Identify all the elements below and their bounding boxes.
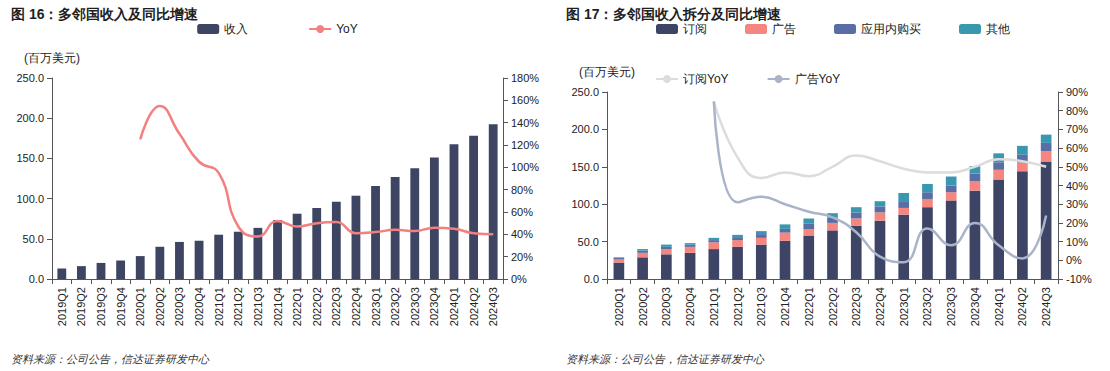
svg-text:100.0: 100.0 (571, 198, 599, 210)
svg-text:2023Q2: 2023Q2 (921, 287, 933, 326)
svg-text:2021Q2: 2021Q2 (232, 287, 244, 326)
svg-text:广告YoY: 广告YoY (795, 72, 841, 86)
svg-text:2022Q2: 2022Q2 (827, 287, 839, 326)
svg-text:70%: 70% (1066, 123, 1088, 135)
svg-text:应用内购买: 应用内购买 (861, 22, 921, 36)
svg-text:2023Q1: 2023Q1 (370, 287, 382, 326)
svg-text:2020Q3: 2020Q3 (660, 287, 672, 326)
svg-text:30%: 30% (1066, 198, 1088, 210)
svg-text:40%: 40% (1066, 180, 1088, 192)
svg-text:2020Q2: 2020Q2 (637, 287, 649, 326)
svg-text:0%: 0% (511, 273, 527, 285)
svg-text:2020Q3: 2020Q3 (173, 287, 185, 326)
svg-text:20%: 20% (511, 251, 533, 263)
svg-text:(百万美元): (百万美元) (579, 65, 635, 79)
svg-text:2019Q2: 2019Q2 (75, 287, 87, 326)
svg-text:2021Q3: 2021Q3 (252, 287, 264, 326)
svg-text:资料来源：公司公告，信达证券研发中心: 资料来源：公司公告，信达证券研发中心 (11, 353, 210, 365)
svg-text:2021Q3: 2021Q3 (755, 287, 767, 326)
svg-text:2024Q1: 2024Q1 (993, 287, 1005, 326)
svg-text:收入: 收入 (224, 22, 248, 36)
svg-text:60%: 60% (511, 206, 533, 218)
svg-text:150.0: 150.0 (571, 161, 599, 173)
svg-text:2022Q2: 2022Q2 (311, 287, 323, 326)
svg-text:250.0: 250.0 (571, 86, 599, 98)
svg-text:2021Q4: 2021Q4 (272, 287, 284, 326)
svg-text:50%: 50% (1066, 161, 1088, 173)
svg-text:订阅YoY: 订阅YoY (683, 72, 729, 86)
svg-text:-10%: -10% (1066, 273, 1092, 285)
svg-text:0.0: 0.0 (29, 273, 44, 285)
svg-text:2020Q4: 2020Q4 (193, 287, 205, 326)
svg-text:100.0: 100.0 (16, 193, 44, 205)
svg-text:0%: 0% (1066, 254, 1082, 266)
svg-text:图 16：多邻国收入及同比增速: 图 16：多邻国收入及同比增速 (11, 6, 199, 22)
svg-text:50.0: 50.0 (578, 236, 599, 248)
svg-text:广告: 广告 (772, 22, 796, 36)
svg-text:2020Q1: 2020Q1 (134, 287, 146, 326)
svg-text:250.0: 250.0 (16, 72, 44, 84)
svg-text:2022Q4: 2022Q4 (350, 287, 362, 326)
svg-text:80%: 80% (511, 184, 533, 196)
svg-text:2022Q1: 2022Q1 (803, 287, 815, 326)
svg-text:100%: 100% (511, 161, 539, 173)
svg-text:2021Q1: 2021Q1 (213, 287, 225, 326)
svg-text:2019Q1: 2019Q1 (56, 287, 68, 326)
svg-text:2023Q1: 2023Q1 (898, 287, 910, 326)
svg-text:2023Q3: 2023Q3 (945, 287, 957, 326)
svg-text:60%: 60% (1066, 142, 1088, 154)
svg-text:10%: 10% (1066, 236, 1088, 248)
svg-text:2021Q1: 2021Q1 (708, 287, 720, 326)
svg-text:2019Q3: 2019Q3 (95, 287, 107, 326)
svg-text:2021Q2: 2021Q2 (732, 287, 744, 326)
svg-text:200.0: 200.0 (571, 123, 599, 135)
svg-text:90%: 90% (1066, 86, 1088, 98)
svg-text:50.0: 50.0 (23, 233, 44, 245)
svg-text:160%: 160% (511, 94, 539, 106)
svg-text:150.0: 150.0 (16, 152, 44, 164)
svg-text:2023Q2: 2023Q2 (389, 287, 401, 326)
svg-text:180%: 180% (511, 72, 539, 84)
svg-text:2024Q2: 2024Q2 (1016, 287, 1028, 326)
svg-text:140%: 140% (511, 117, 539, 129)
svg-text:0.0: 0.0 (584, 273, 599, 285)
svg-text:资料来源：公司公告，信达证券研发中心: 资料来源：公司公告，信达证券研发中心 (566, 353, 765, 365)
svg-text:80%: 80% (1066, 105, 1088, 117)
svg-text:200.0: 200.0 (16, 112, 44, 124)
svg-text:2020Q4: 2020Q4 (684, 287, 696, 326)
svg-text:图 17：多邻国收入拆分及同比增速: 图 17：多邻国收入拆分及同比增速 (566, 6, 782, 22)
svg-text:(百万美元): (百万美元) (24, 51, 80, 65)
svg-text:2023Q4: 2023Q4 (969, 287, 981, 326)
svg-text:2024Q3: 2024Q3 (487, 287, 499, 326)
svg-text:其他: 其他 (986, 22, 1010, 36)
svg-text:20%: 20% (1066, 217, 1088, 229)
svg-text:2023Q4: 2023Q4 (428, 287, 440, 326)
svg-text:订阅: 订阅 (683, 22, 707, 36)
svg-text:2020Q2: 2020Q2 (154, 287, 166, 326)
svg-text:2021Q4: 2021Q4 (779, 287, 791, 326)
svg-text:2024Q1: 2024Q1 (448, 287, 460, 326)
svg-text:2022Q4: 2022Q4 (874, 287, 886, 326)
svg-text:40%: 40% (511, 228, 533, 240)
svg-text:2022Q3: 2022Q3 (330, 287, 342, 326)
svg-text:2022Q1: 2022Q1 (291, 287, 303, 326)
svg-text:2023Q3: 2023Q3 (409, 287, 421, 326)
svg-text:120%: 120% (511, 139, 539, 151)
svg-text:2024Q3: 2024Q3 (1040, 287, 1052, 326)
svg-text:2020Q1: 2020Q1 (613, 287, 625, 326)
svg-text:2019Q4: 2019Q4 (115, 287, 127, 326)
svg-text:2022Q3: 2022Q3 (850, 287, 862, 326)
svg-text:YoY: YoY (336, 22, 358, 36)
svg-text:2024Q2: 2024Q2 (468, 287, 480, 326)
